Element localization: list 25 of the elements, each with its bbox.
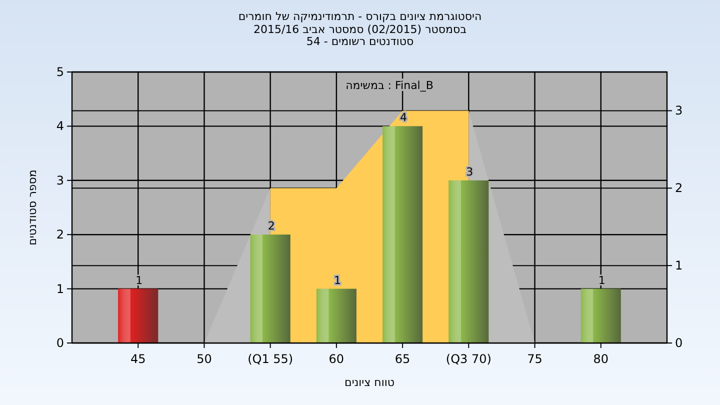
y-tick-label: 2 — [56, 228, 64, 242]
y-tick-label: 5 — [56, 65, 64, 79]
data-label: 1 — [334, 274, 341, 287]
x-tick-label: 45 — [130, 352, 146, 366]
data-label: 2 — [268, 220, 275, 233]
x-tick-label: 60 — [328, 352, 344, 366]
x-tick-label: (Q3 70) — [446, 352, 492, 366]
x-axis-title: טווח ציונים — [344, 376, 394, 389]
x-tick-label: 75 — [527, 352, 542, 366]
chart-subtitle: בסמסטר (02/2015) סמסטר אביב 2015/16 סטודנטים רשומים - 54 — [253, 23, 467, 48]
y-axis-title: מספר סטודנטים — [26, 170, 39, 246]
x-tick-label: (Q1 55) — [248, 352, 294, 366]
x-tick-label: 50 — [196, 352, 212, 366]
x-tick-label: 65 — [394, 352, 410, 366]
y2-tick-label: 3 — [675, 104, 683, 118]
chart-title: היסטוגרמת ציונים בקורס - תרמודינמיקה של חומרים — [238, 10, 482, 23]
y2-tick-label: 1 — [675, 258, 683, 273]
y2-tick-label: 0 — [675, 336, 683, 350]
x-tick-label: 80 — [593, 352, 609, 366]
y-tick-label: 1 — [56, 282, 64, 296]
y-tick-label: 0 — [56, 336, 64, 350]
data-label: 4 — [400, 111, 408, 124]
y-tick-label: 4 — [56, 119, 64, 134]
y-tick-label: 3 — [56, 173, 64, 188]
y2-tick-label: 2 — [675, 181, 683, 196]
